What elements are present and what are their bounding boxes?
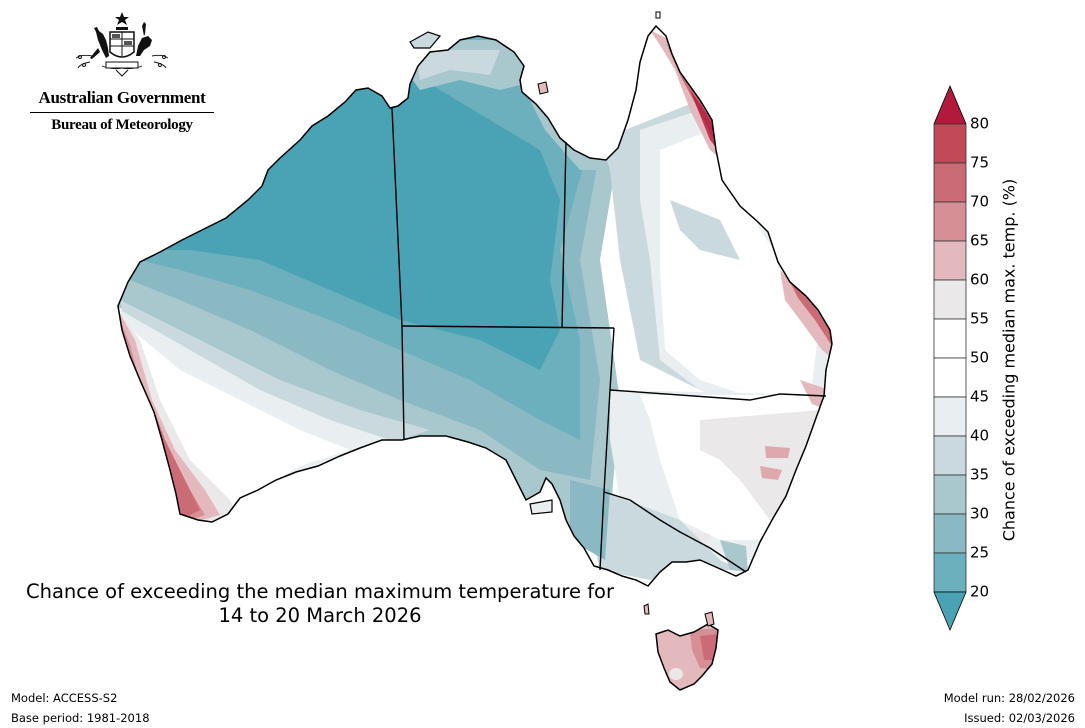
australian-coat-of-arms-icon: [75, 12, 169, 77]
australia-forecast-map: [117, 11, 833, 691]
colorbar-tick: 80: [970, 114, 990, 133]
map-title-line2: 14 to 20 March 2026: [218, 604, 422, 627]
colorbar-tick: 45: [970, 387, 990, 406]
model-name: Model: ACCESS-S2: [11, 691, 118, 705]
colorbar-tick: 40: [970, 426, 990, 445]
model-run-date: Model run: 28/02/2026: [943, 691, 1075, 705]
colorbar: [933, 84, 967, 632]
colorbar-extend-bottom: [933, 591, 967, 632]
model-info: Model: ACCESS-S2 Base period: 1981-2018: [11, 688, 150, 728]
colorbar-label-text: Chance of exceeding median max. temp. (%…: [999, 178, 1019, 542]
border-qld-nsw: [609, 389, 827, 401]
logo-divider: [30, 112, 214, 113]
colorbar-tick: 65: [970, 231, 990, 250]
base-period: Base period: 1981-2018: [11, 711, 150, 725]
colorbar-tick: 55: [970, 309, 990, 328]
island-flinders: [704, 611, 715, 627]
colorbar-tick: 35: [970, 465, 990, 484]
colorbar-tick: 25: [970, 543, 990, 562]
bom-logo: Australian Government Bureau of Meteorol…: [22, 10, 222, 140]
border-nt-qld: [561, 141, 567, 329]
run-info: Model run: 28/02/2026 Issued: 02/03/2026: [944, 688, 1075, 728]
border-sa-east: [599, 327, 615, 571]
colorbar-tick: 75: [970, 153, 990, 172]
colorbar-tick: 50: [970, 348, 990, 367]
map-title-line1: Chance of exceeding the median maximum t…: [25, 580, 615, 603]
agency-name: Bureau of Meteorology: [51, 117, 193, 133]
colorbar-tick: 60: [970, 270, 990, 289]
government-name: Australian Government: [38, 88, 206, 107]
border-nsw-vic: [603, 491, 747, 573]
border-nt-sa: [401, 325, 615, 329]
mainland-fill: [118, 26, 832, 586]
issued-date: Issued: 02/03/2026: [964, 711, 1075, 725]
colorbar-tick: 30: [970, 504, 990, 523]
colorbar-tick: 70: [970, 192, 990, 211]
island-kangaroo: [529, 499, 553, 515]
island-mornington: [537, 81, 549, 95]
state-borders: [391, 107, 827, 573]
island-king: [643, 603, 650, 615]
colorbar-extend-top: [933, 84, 967, 125]
map-title: Chance of exceeding the median maximum t…: [0, 580, 640, 628]
colorbar-tick: 20: [970, 582, 990, 601]
island-torres: [655, 11, 661, 19]
island-melville: [409, 31, 442, 49]
